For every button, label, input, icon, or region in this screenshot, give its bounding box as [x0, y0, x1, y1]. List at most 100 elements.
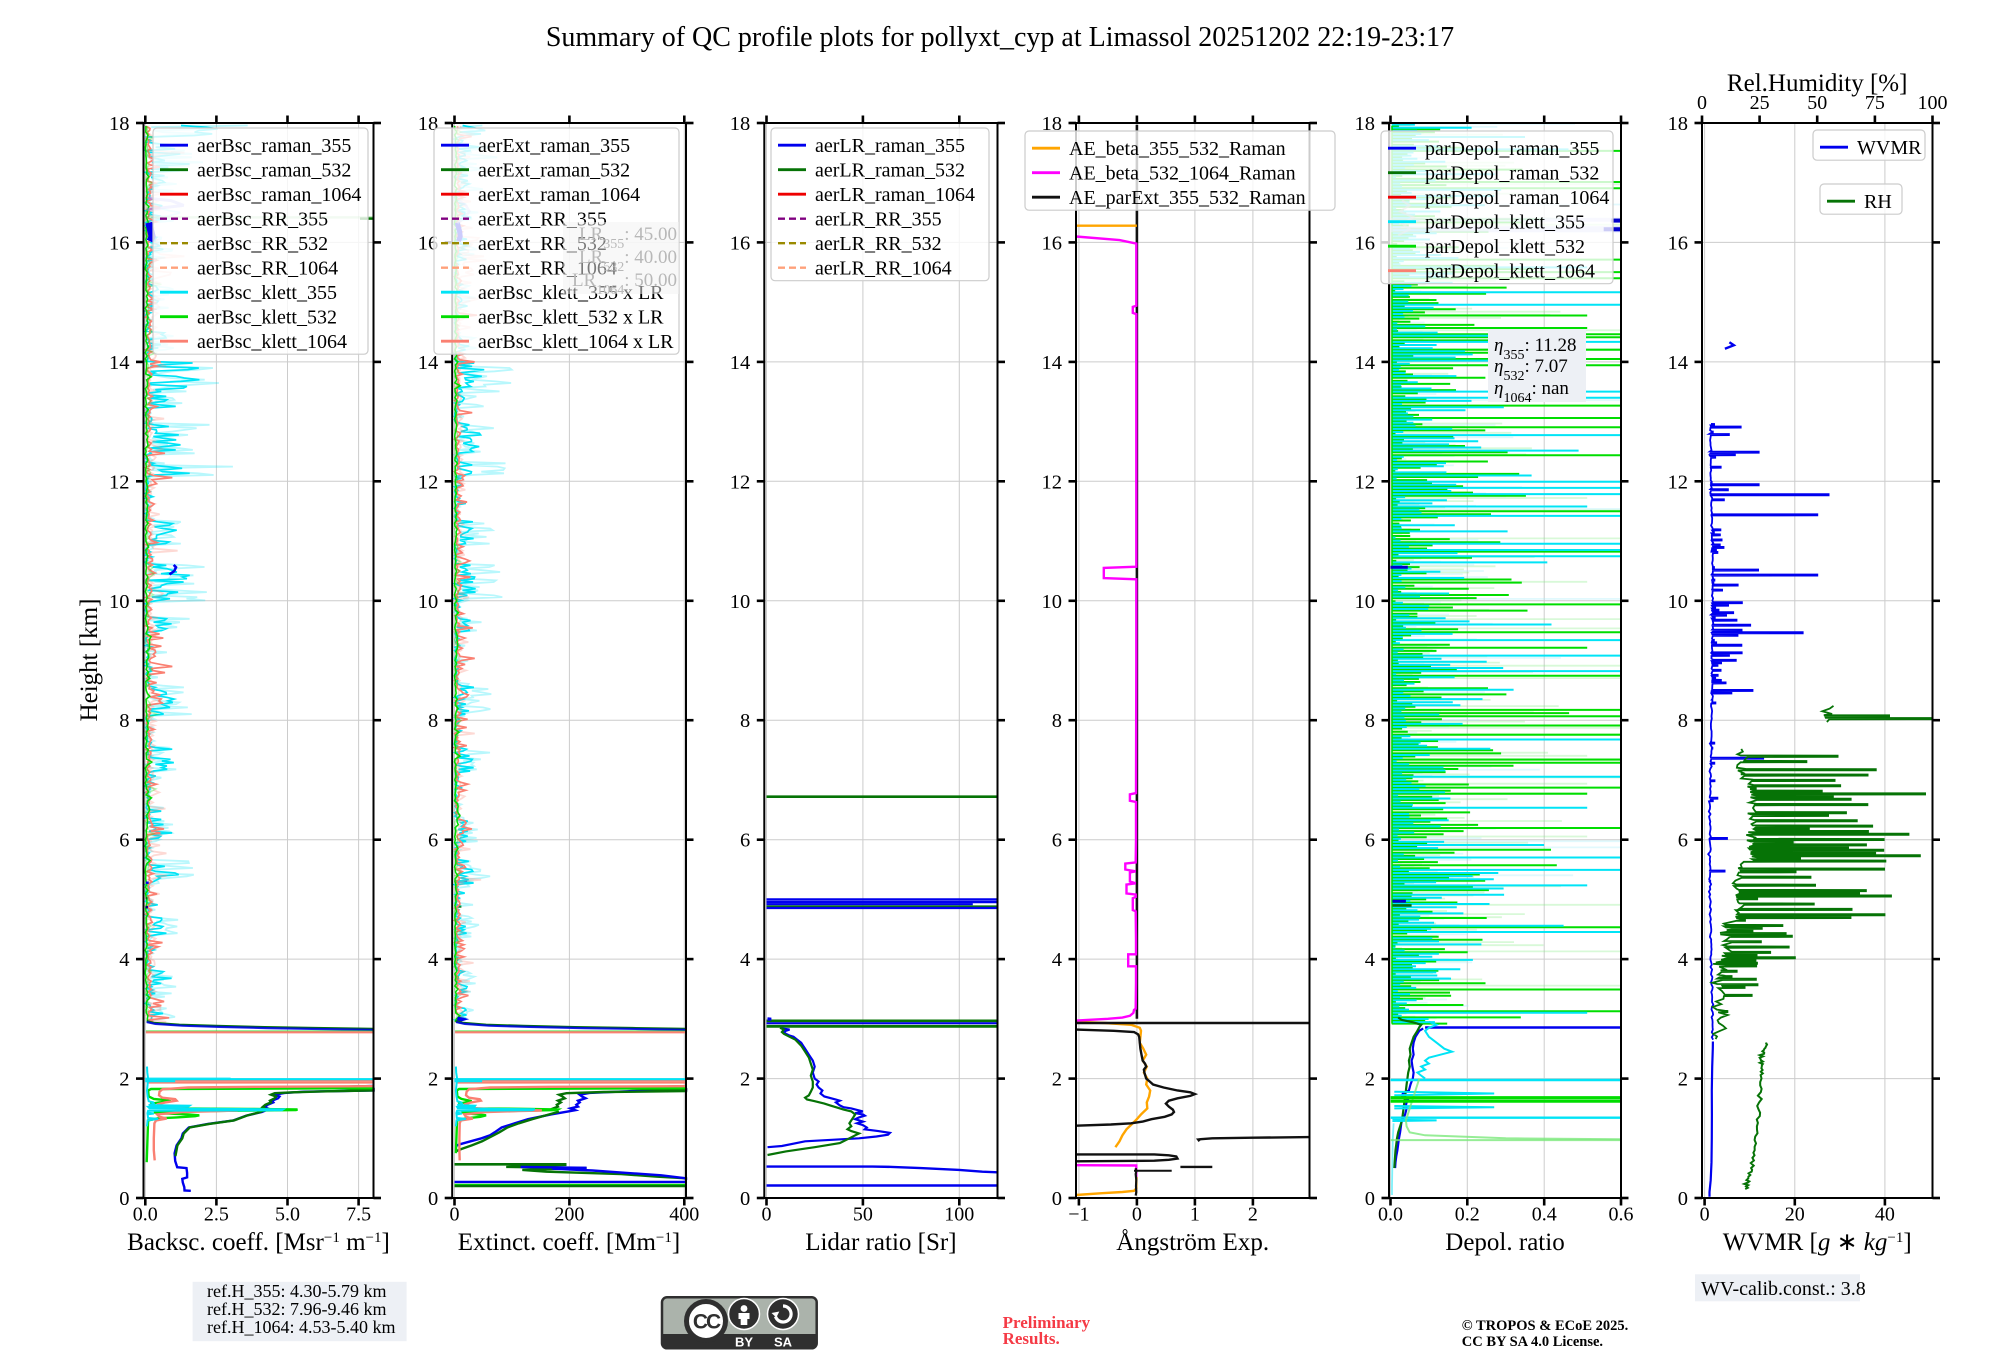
svg-text:0.0: 0.0	[1378, 1204, 1403, 1226]
svg-text:2: 2	[428, 1069, 438, 1091]
svg-text:400: 400	[669, 1204, 699, 1226]
svg-text:16: 16	[418, 232, 439, 254]
svg-text:ref.H_1064: 4.53-5.40 km: ref.H_1064: 4.53-5.40 km	[207, 1317, 395, 1337]
svg-text:aerLR_raman_355: aerLR_raman_355	[815, 135, 965, 157]
svg-text:14: 14	[1668, 352, 1689, 374]
svg-text:aerBsc_RR_355: aerBsc_RR_355	[197, 209, 328, 231]
svg-text:AE_parExt_355_532_Raman: AE_parExt_355_532_Raman	[1069, 187, 1306, 209]
svg-text:aerLR_RR_532: aerLR_RR_532	[815, 233, 942, 255]
svg-text:16: 16	[1042, 232, 1063, 254]
svg-text:18: 18	[1042, 113, 1063, 135]
svg-text:18: 18	[418, 113, 439, 135]
svg-text:CC BY SA 4.0 License.: CC BY SA 4.0 License.	[1462, 1334, 1603, 1350]
svg-text:Depol. ratio: Depol. ratio	[1445, 1229, 1564, 1256]
svg-text:6: 6	[1365, 830, 1375, 852]
svg-text:12: 12	[1355, 471, 1376, 493]
svg-text:Rel.Humidity [%]: Rel.Humidity [%]	[1727, 70, 1908, 97]
svg-text:0: 0	[1365, 1188, 1375, 1210]
svg-text:SA: SA	[774, 1335, 793, 1350]
svg-text:12: 12	[1042, 471, 1063, 493]
svg-text:50: 50	[853, 1204, 873, 1226]
svg-text:parDepol_klett_355: parDepol_klett_355	[1425, 212, 1585, 234]
svg-text:parDepol_klett_532: parDepol_klett_532	[1425, 236, 1585, 258]
svg-text:8: 8	[1365, 710, 1375, 732]
svg-text:0: 0	[762, 1204, 772, 1226]
svg-text:aerBsc_RR_532: aerBsc_RR_532	[197, 233, 328, 255]
svg-text:0: 0	[740, 1188, 750, 1210]
svg-text:aerBsc_klett_532 x LR: aerBsc_klett_532 x LR	[478, 307, 664, 329]
svg-text:aerLR_RR_1064: aerLR_RR_1064	[815, 258, 952, 280]
svg-text:14: 14	[109, 352, 130, 374]
svg-text:0: 0	[1678, 1188, 1688, 1210]
svg-text:14: 14	[418, 352, 439, 374]
svg-text:16: 16	[730, 232, 751, 254]
svg-text:aerBsc_raman_532: aerBsc_raman_532	[197, 160, 351, 182]
svg-text:7.5: 7.5	[346, 1204, 371, 1226]
svg-text:8: 8	[740, 710, 750, 732]
svg-text:6: 6	[119, 830, 129, 852]
svg-text:0: 0	[450, 1204, 460, 1226]
svg-text:6: 6	[1678, 830, 1688, 852]
svg-text:parDepol_raman_1064: parDepol_raman_1064	[1425, 187, 1609, 209]
svg-text:2: 2	[1678, 1069, 1688, 1091]
svg-text:aerLR_RR_355: aerLR_RR_355	[815, 209, 942, 231]
svg-text:50: 50	[1807, 92, 1827, 114]
svg-text:12: 12	[730, 471, 751, 493]
svg-text:aerBsc_RR_1064: aerBsc_RR_1064	[197, 258, 338, 280]
svg-text:8: 8	[119, 710, 129, 732]
svg-text:parDepol_klett_1064: parDepol_klett_1064	[1425, 261, 1595, 283]
svg-text:aerExt_raman_1064: aerExt_raman_1064	[478, 184, 640, 206]
svg-text:100: 100	[1918, 92, 1948, 114]
svg-text:WVMR: WVMR	[1857, 137, 1922, 159]
svg-text:4: 4	[119, 949, 129, 971]
svg-text:100: 100	[944, 1204, 974, 1226]
svg-text:0.2: 0.2	[1455, 1204, 1480, 1226]
svg-text:8: 8	[1678, 710, 1688, 732]
svg-text:18: 18	[1355, 113, 1376, 135]
svg-text:aerExt_raman_355: aerExt_raman_355	[478, 135, 630, 157]
svg-text:4: 4	[740, 949, 750, 971]
svg-text:0: 0	[1052, 1188, 1062, 1210]
svg-text:aerLR_raman_1064: aerLR_raman_1064	[815, 184, 975, 206]
svg-text:0: 0	[428, 1188, 438, 1210]
svg-text:0.0: 0.0	[133, 1204, 158, 1226]
svg-text:aerBsc_raman_355: aerBsc_raman_355	[197, 135, 351, 157]
svg-text:5.0: 5.0	[275, 1204, 300, 1226]
svg-text:Extinct. coeff. [Mm−1]: Extinct. coeff. [Mm−1]	[458, 1229, 680, 1256]
svg-text:2: 2	[1365, 1069, 1375, 1091]
svg-text:4: 4	[428, 949, 438, 971]
svg-text:10: 10	[418, 591, 439, 613]
svg-text:WVMR [g ∗ kg−1]: WVMR [g ∗ kg−1]	[1723, 1229, 1912, 1256]
svg-text:6: 6	[428, 830, 438, 852]
svg-text:14: 14	[730, 352, 751, 374]
svg-text:10: 10	[1668, 591, 1689, 613]
svg-text:0: 0	[1697, 92, 1707, 114]
svg-text:aerBsc_klett_532: aerBsc_klett_532	[197, 307, 337, 329]
svg-text:aerExt_raman_532: aerExt_raman_532	[478, 160, 630, 182]
svg-text:AE_beta_532_1064_Raman: AE_beta_532_1064_Raman	[1069, 163, 1296, 185]
svg-text:8: 8	[428, 710, 438, 732]
svg-text:Lidar ratio [Sr]: Lidar ratio [Sr]	[805, 1229, 956, 1256]
svg-text:2.5: 2.5	[204, 1204, 229, 1226]
svg-text:aerBsc_raman_1064: aerBsc_raman_1064	[197, 184, 361, 206]
svg-text:8: 8	[1052, 710, 1062, 732]
svg-text:0: 0	[1700, 1204, 1710, 1226]
svg-text:4: 4	[1365, 949, 1375, 971]
svg-text:aerLR_raman_532: aerLR_raman_532	[815, 160, 965, 182]
svg-text:2: 2	[740, 1069, 750, 1091]
svg-text:12: 12	[1668, 471, 1689, 493]
svg-text:ref.H_532: 7.96-9.46 km: ref.H_532: 7.96-9.46 km	[207, 1299, 386, 1319]
svg-text:40: 40	[1875, 1204, 1895, 1226]
svg-text:0: 0	[1132, 1204, 1142, 1226]
svg-text:Summary of QC profile plots fo: Summary of QC profile plots for pollyxt_…	[546, 22, 1454, 53]
svg-text:75: 75	[1865, 92, 1885, 114]
svg-text:AE_beta_355_532_Raman: AE_beta_355_532_Raman	[1069, 138, 1286, 160]
svg-text:12: 12	[109, 471, 130, 493]
svg-text:6: 6	[740, 830, 750, 852]
svg-text:BY: BY	[735, 1335, 753, 1350]
svg-text:Results.: Results.	[1003, 1329, 1060, 1348]
svg-text:Ångström Exp.: Ångström Exp.	[1116, 1229, 1269, 1256]
svg-text:CC: CC	[693, 1311, 721, 1334]
svg-text:16: 16	[1668, 232, 1689, 254]
svg-text:0: 0	[119, 1188, 129, 1210]
